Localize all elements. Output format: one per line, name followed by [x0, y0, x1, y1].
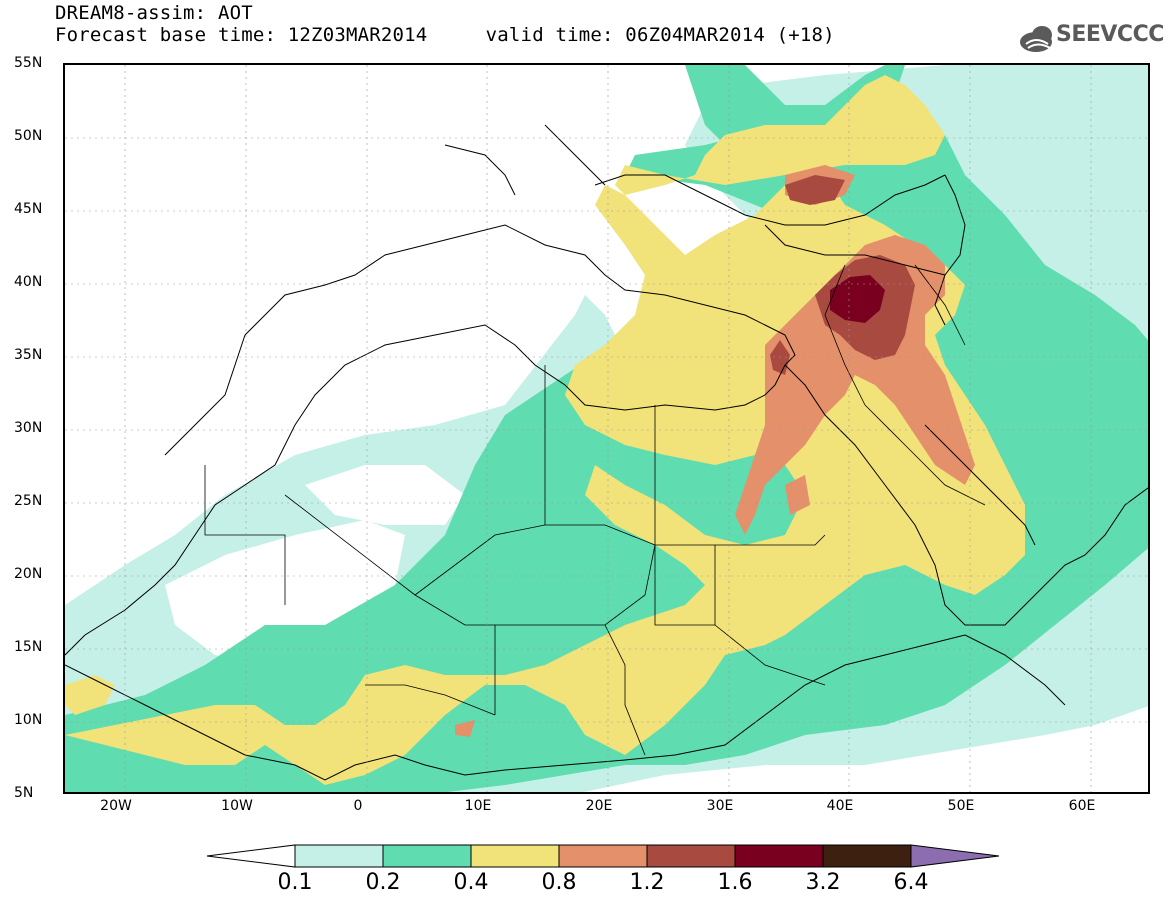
colorbar-swatch-0-1	[294, 844, 384, 868]
colorbar-tick-0-8: 0.8	[541, 870, 577, 895]
lat-label-45n: 45N	[14, 201, 43, 217]
lat-label-20n: 20N	[14, 566, 43, 582]
lat-label-40n: 40N	[14, 274, 43, 290]
aot-field-0-4	[65, 75, 1025, 785]
lat-label-25n: 25N	[14, 493, 43, 509]
colorbar-high-triangle	[910, 844, 1000, 868]
lat-label-5n: 5N	[14, 785, 34, 801]
colorbar-swatch-0-8	[558, 844, 648, 868]
lon-label-10e: 10E	[464, 798, 492, 814]
colorbar-tick-1-6: 1.6	[717, 870, 753, 895]
colorbar-swatch-1-6	[734, 844, 824, 868]
lon-label-10w: 10W	[221, 798, 253, 814]
colorbar-swatch-0-4	[470, 844, 560, 868]
lat-label-55n: 55N	[14, 55, 43, 71]
aot-map	[65, 65, 1148, 792]
map-panel	[63, 63, 1150, 794]
lat-label-30n: 30N	[14, 420, 43, 436]
lon-label-60e: 60E	[1068, 798, 1096, 814]
lon-label-30e: 30E	[706, 798, 734, 814]
lon-label-20w: 20W	[100, 798, 132, 814]
lon-label-40e: 40E	[826, 798, 854, 814]
forecast-time-subtitle: Forecast base time: 12Z03MAR2014 valid t…	[55, 24, 835, 46]
lon-label-50e: 50E	[947, 798, 975, 814]
colorbar-tick-1-2: 1.2	[629, 870, 665, 895]
chart-title: DREAM8-assim: AOT	[55, 2, 253, 24]
logo-text: SEEVCCC	[1056, 22, 1164, 47]
lon-label-0: 0	[353, 798, 363, 814]
colorbar-tick-3-2: 3.2	[805, 870, 841, 895]
lat-label-10n: 10N	[14, 712, 43, 728]
lat-label-50n: 50N	[14, 128, 43, 144]
colorbar-tick-0-4: 0.4	[453, 870, 489, 895]
colorbar-tick-6-4: 6.4	[893, 870, 929, 895]
colorbar-swatch-3-2	[822, 844, 912, 868]
aot-field-1-6	[830, 275, 885, 323]
colorbar-tick-0-2: 0.2	[365, 870, 401, 895]
colorbar-swatch-1-2	[646, 844, 736, 868]
country-borders	[204, 264, 986, 756]
cloud-icon	[1020, 26, 1052, 52]
seevccc-logo	[1020, 26, 1052, 52]
colorbar-tick-0-1: 0.1	[277, 870, 313, 895]
coastlines	[65, 124, 1148, 781]
lat-label-15n: 15N	[14, 639, 43, 655]
lon-label-20e: 20E	[585, 798, 613, 814]
lat-label-35n: 35N	[14, 347, 43, 363]
colorbar-swatch-0-2	[382, 844, 472, 868]
colorbar-low-triangle	[206, 844, 296, 868]
